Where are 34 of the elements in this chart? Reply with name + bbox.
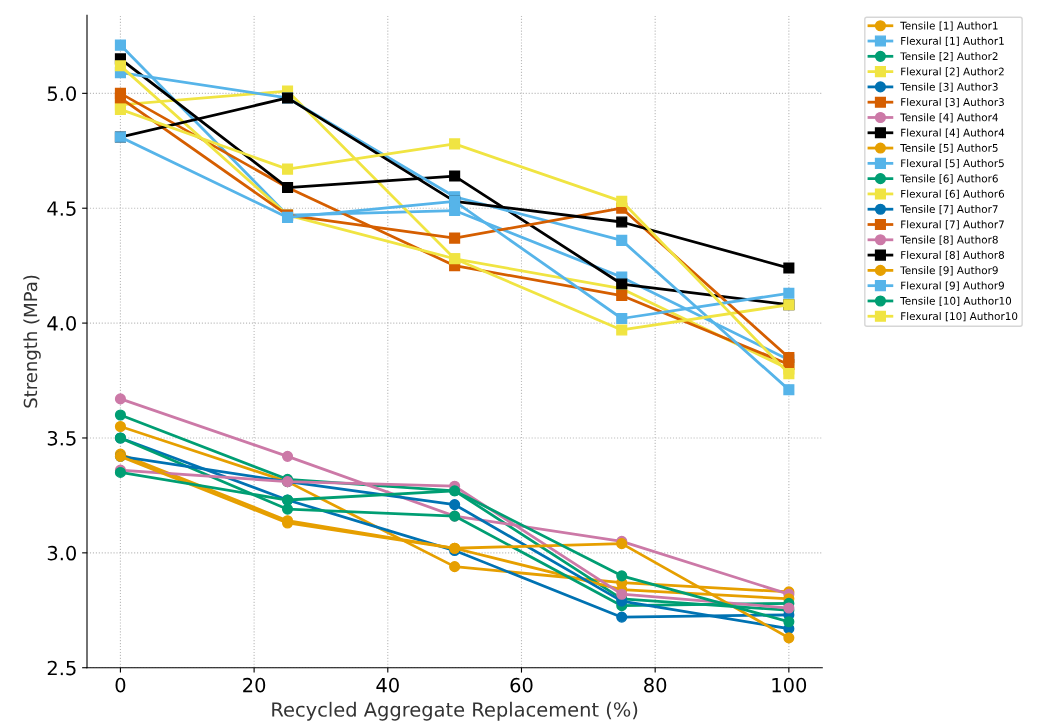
- legend-label: Flexural [7] Author7: [901, 220, 1004, 230]
- y-tick-label: 5.0: [47, 86, 76, 102]
- legend-label: Tensile [4] Author4: [900, 113, 998, 123]
- legend-label: Flexural [5] Author5: [901, 159, 1004, 169]
- x-tick-label: 80: [644, 677, 667, 693]
- legend-label: Tensile [1] Author1: [900, 21, 998, 31]
- legend-label: Flexural [2] Author2: [901, 67, 1004, 77]
- x-axis-title: Recycled Aggregate Replacement (%): [272, 701, 638, 721]
- x-tick-label: 0: [115, 677, 126, 693]
- y-tick-label: 4.0: [47, 316, 76, 331]
- legend-label: Flexural [9] Author9: [901, 281, 1004, 291]
- legend-label: Flexural [10] Author10: [901, 311, 1018, 322]
- legend-label: Tensile [6] Author6: [900, 174, 998, 184]
- x-tick-label: 60: [510, 677, 533, 693]
- legend-label: Tensile [8] Author8: [900, 235, 998, 245]
- legend-label: Tensile [5] Author5: [900, 143, 998, 154]
- legend-label: Tensile [7] Author7: [900, 204, 998, 215]
- y-tick-label: 3.5: [47, 430, 76, 446]
- legend-label: Tensile [9] Author9: [900, 266, 998, 276]
- y-tick-label: 4.5: [47, 201, 76, 216]
- x-tick-label: 100: [772, 677, 807, 693]
- y-tick-label: 3.0: [47, 545, 76, 561]
- legend-label: Flexural [1] Author1: [901, 36, 1004, 47]
- legend-label: Flexural [6] Author6: [901, 189, 1005, 199]
- legend-label: Tensile [10] Author10: [900, 296, 1012, 306]
- x-tick-label: 20: [243, 677, 266, 693]
- y-axis-title: Strength (MPa): [23, 275, 41, 408]
- x-tick-label: 40: [376, 677, 399, 693]
- legend-label: Flexural [4] Author4: [901, 128, 1005, 138]
- y-tick-label: 2.5: [47, 660, 76, 676]
- legend-label: Flexural [3] Author3: [901, 97, 1004, 108]
- legend-label: Tensile [3] Author3: [900, 82, 998, 92]
- legend-label: Tensile [2] Author2: [900, 52, 998, 62]
- legend-label: Flexural [8] Author8: [901, 250, 1005, 261]
